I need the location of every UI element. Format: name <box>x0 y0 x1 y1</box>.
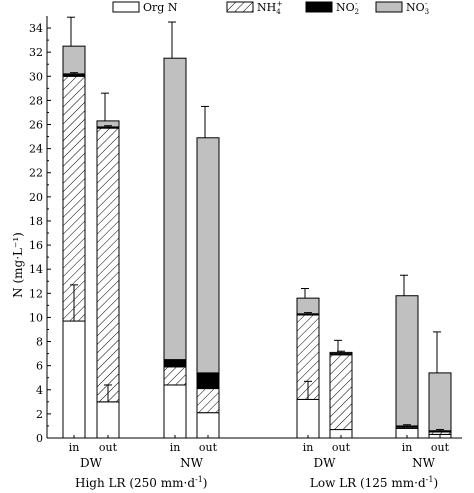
bar-segment-no3 <box>196 137 220 374</box>
bar-segment-orgn <box>96 401 120 439</box>
legend-label: Org N <box>143 1 178 14</box>
bar-segment-nh4 <box>62 75 86 322</box>
y-tick-label: 2 <box>36 408 43 421</box>
bar-segment-orgn <box>163 384 187 439</box>
y-tick-label: 18 <box>29 215 43 228</box>
legend-label: NO3- <box>406 0 429 16</box>
y-tick-label: 0 <box>36 432 43 445</box>
x-tick-label: out <box>332 441 351 454</box>
legend-item: NO3- <box>375 0 429 16</box>
legend-swatch <box>375 1 403 13</box>
legend-label: NH4+ <box>257 0 283 16</box>
y-tick-label: 16 <box>29 239 43 252</box>
legend-swatch <box>226 1 254 13</box>
y-tick-label: 34 <box>29 22 43 35</box>
legend-item: Org N <box>112 1 178 14</box>
y-tick-label: 28 <box>29 94 43 107</box>
y-tick-label: 6 <box>36 360 43 373</box>
bar-stack <box>163 57 187 439</box>
y-axis-title: N (mg·L⁻¹) <box>11 232 25 298</box>
wetland-label: DW <box>314 456 337 470</box>
bar-segment-no3 <box>62 45 86 75</box>
x-tick-label: out <box>431 441 450 454</box>
legend: Org N NH4+ NO2- NO3- <box>112 0 429 16</box>
wetland-label: NW <box>412 456 436 470</box>
y-tick-label: 12 <box>29 287 43 300</box>
loading-rate-label: High LR (250 mm·d-1) <box>75 475 207 490</box>
legend-swatch <box>305 1 333 13</box>
legend-label: NO2- <box>336 0 359 16</box>
x-tick-label: in <box>303 441 314 454</box>
y-tick-label: 30 <box>29 70 43 83</box>
x-axis-labels: in out in out in out in out DW NW DW NW High LR (250… <box>69 435 450 490</box>
y-tick-label: 24 <box>29 143 43 156</box>
x-tick-label: out <box>99 441 118 454</box>
x-tick-label: in <box>170 441 181 454</box>
bar-segment-nh4 <box>329 354 353 431</box>
bar-segment-orgn <box>62 320 86 439</box>
legend-item: NO2- <box>305 0 359 16</box>
y-tick-label: 20 <box>29 191 43 204</box>
bar-segment-orgn <box>196 412 220 439</box>
y-tick-label: 14 <box>29 263 43 276</box>
bar-stack <box>62 45 86 439</box>
bar-segment-no3 <box>296 297 320 315</box>
loading-rate-label: Low LR (125 mm·d-1) <box>310 475 438 490</box>
bar-stack <box>329 351 353 439</box>
bar-stack <box>96 120 120 439</box>
y-tick-label: 10 <box>29 311 43 324</box>
bar-segment-no3 <box>395 295 419 427</box>
x-tick-label: in <box>69 441 80 454</box>
legend-swatch <box>112 1 140 13</box>
bars <box>62 16 452 439</box>
bar-stack <box>296 297 320 439</box>
bar-segment-no3 <box>163 57 187 361</box>
bar-stack <box>196 137 220 439</box>
bar-segment-no3 <box>428 372 452 432</box>
y-tick-label: 8 <box>36 336 43 349</box>
y-tick-label: 4 <box>36 384 43 397</box>
legend-item: NH4+ <box>226 0 283 16</box>
y-tick-label: 22 <box>29 167 43 180</box>
bar-segment-nh4 <box>196 388 220 414</box>
bar-stack <box>428 372 452 439</box>
wetland-label: DW <box>80 456 103 470</box>
x-tick-label: in <box>402 441 413 454</box>
wetland-label: NW <box>180 456 204 470</box>
bar-stack <box>395 295 419 439</box>
bar-segment-nh4 <box>96 127 120 403</box>
x-tick-label: out <box>199 441 218 454</box>
y-tick-label: 26 <box>29 119 43 132</box>
bar-segment-nh4 <box>163 366 187 386</box>
y-tick-label: 32 <box>29 46 43 59</box>
bar-segment-orgn <box>296 398 320 439</box>
